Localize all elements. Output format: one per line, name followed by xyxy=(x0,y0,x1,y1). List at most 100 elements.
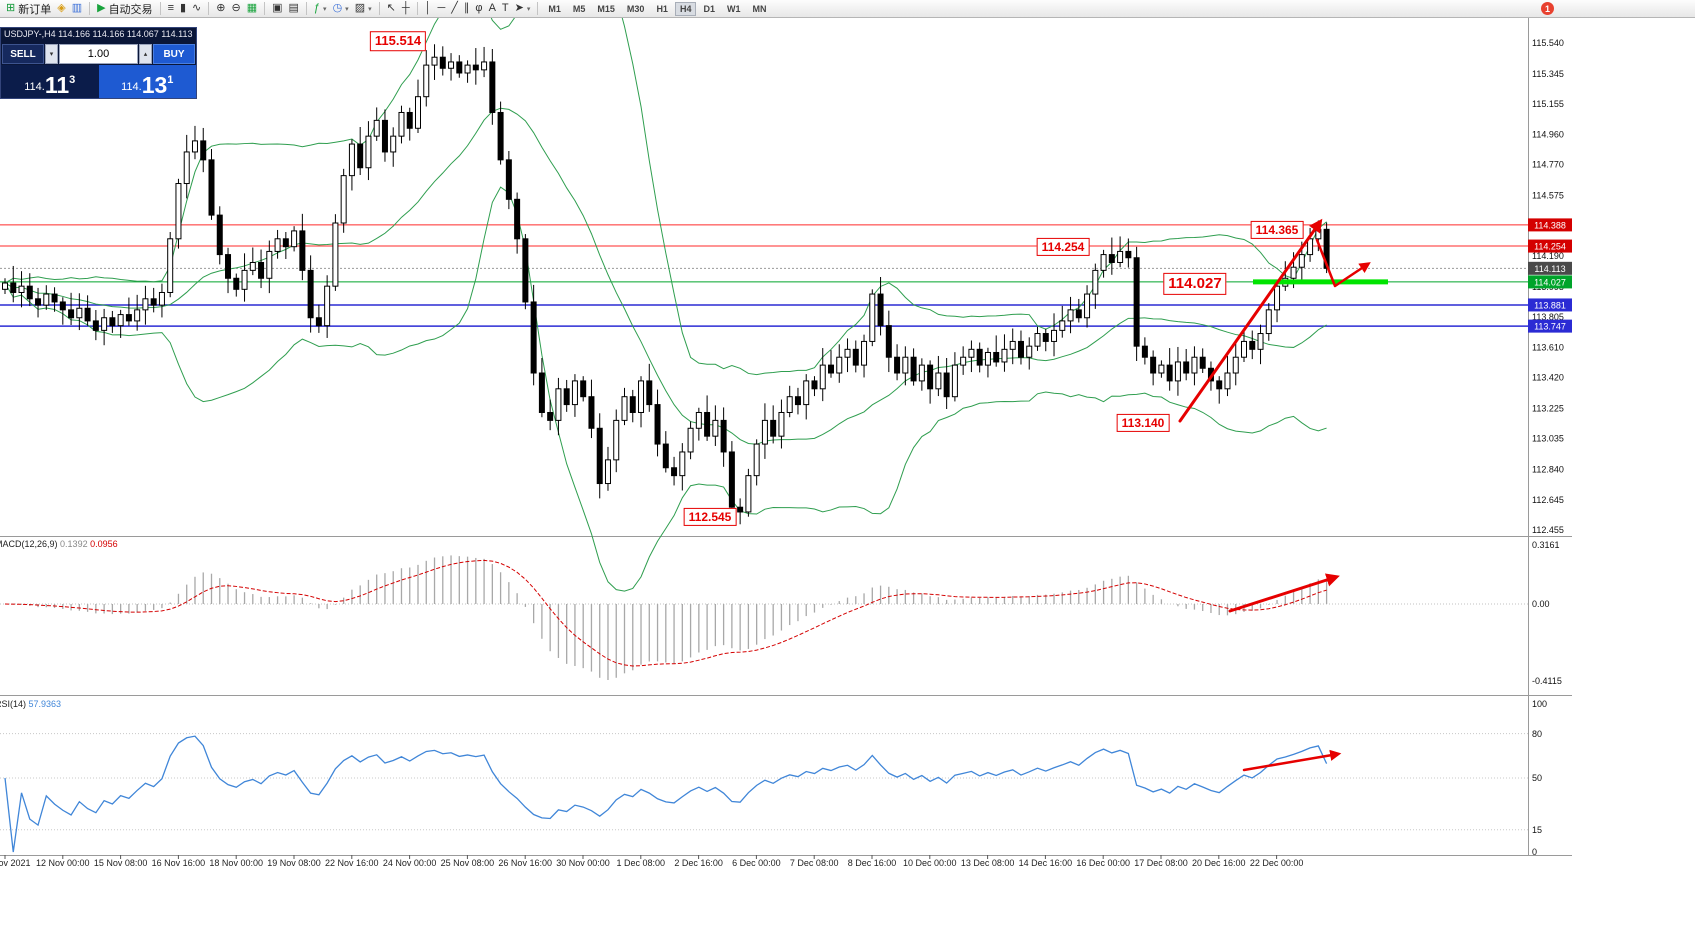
rsi-panel[interactable] xyxy=(0,696,1528,855)
text-icon: A xyxy=(488,2,496,14)
line-chart-icon: ∿ xyxy=(192,2,202,14)
vertical-line-button[interactable]: │ xyxy=(422,1,435,17)
autotrading-button[interactable]: ▶ 自动交易 xyxy=(94,1,155,17)
sell-price-sup: 3 xyxy=(69,74,76,86)
label-icon: T xyxy=(501,2,509,14)
zoom-in-button[interactable]: ⊕ xyxy=(213,1,228,17)
timeframe-m1-button[interactable]: M1 xyxy=(543,2,566,16)
channel-button[interactable]: ∥ xyxy=(461,1,473,17)
chevron-down-icon: ▾ xyxy=(49,51,54,58)
bars-chart-icon: ≡ xyxy=(167,2,174,14)
cursor-button[interactable]: ↖ xyxy=(384,1,399,17)
templates-icon: ▨ xyxy=(354,2,366,14)
one-click-trading-panel: USDJPY-,H4 114.166 114.166 114.067 114.1… xyxy=(0,27,197,99)
svg-text:115.155: 115.155 xyxy=(1532,99,1564,109)
svg-text:100: 100 xyxy=(1532,699,1547,709)
channel-icon: ∥ xyxy=(463,2,470,14)
svg-text:2 Dec 16:00: 2 Dec 16:00 xyxy=(674,858,723,868)
timeframe-mn-button[interactable]: MN xyxy=(747,2,771,16)
svg-text:115.540: 115.540 xyxy=(1532,38,1564,48)
svg-text:15: 15 xyxy=(1532,825,1542,835)
crosshair-button[interactable]: ┼ xyxy=(399,1,413,17)
main-chart-panel[interactable] xyxy=(0,18,1528,536)
new-order-label: 新订单 xyxy=(18,3,52,16)
timeframe-w1-button[interactable]: W1 xyxy=(722,2,746,16)
trendline-icon: ╱ xyxy=(451,2,458,14)
timeframe-d1-button[interactable]: D1 xyxy=(698,2,720,16)
new-order-button[interactable]: ⊞ 新订单 xyxy=(3,1,54,17)
svg-text:0.00: 0.00 xyxy=(1532,599,1550,609)
svg-text:16 Dec 00:00: 16 Dec 00:00 xyxy=(1076,858,1130,868)
svg-text:16 Nov 16:00: 16 Nov 16:00 xyxy=(152,858,206,868)
timeframe-h4-button[interactable]: H4 xyxy=(674,1,697,16)
cursor-icon: ↖ xyxy=(386,2,396,14)
volume-input[interactable] xyxy=(59,44,138,64)
sell-button[interactable]: SELL xyxy=(2,44,44,64)
periods-button[interactable]: ◷ ▾ xyxy=(330,1,352,17)
arrange-windows-icon: ▤ xyxy=(288,2,299,14)
templates-button[interactable]: ▨ ▾ xyxy=(352,1,375,17)
svg-text:-0.4115: -0.4115 xyxy=(1532,676,1562,686)
sell-price[interactable]: 114. 11 3 xyxy=(1,65,99,98)
volume-increase-button[interactable]: ▴ xyxy=(139,44,152,64)
svg-text:7 Dec 08:00: 7 Dec 08:00 xyxy=(790,858,839,868)
svg-text:113.881: 113.881 xyxy=(1534,300,1566,310)
svg-text:14 Dec 16:00: 14 Dec 16:00 xyxy=(1019,858,1073,868)
svg-text:22 Nov 16:00: 22 Nov 16:00 xyxy=(325,858,379,868)
macd-panel[interactable] xyxy=(0,536,1528,695)
svg-text:112.840: 112.840 xyxy=(1532,464,1564,474)
buy-button[interactable]: BUY xyxy=(153,44,195,64)
cascade-windows-button[interactable]: ▣ xyxy=(269,1,285,17)
marketwatch-button[interactable]: ◈ xyxy=(54,1,68,17)
rsi-indicator-header: RSI(14) 57.9363 xyxy=(0,699,61,709)
toolbar-separator xyxy=(89,2,91,15)
timeframe-m5-button[interactable]: M5 xyxy=(568,2,591,16)
svg-text:12 Nov 00:00: 12 Nov 00:00 xyxy=(36,858,90,868)
svg-text:0: 0 xyxy=(1532,847,1537,857)
svg-text:24 Nov 00:00: 24 Nov 00:00 xyxy=(383,858,437,868)
timeframe-m30-button[interactable]: M30 xyxy=(622,2,650,16)
fibonacci-button[interactable]: φ xyxy=(472,1,485,17)
trendline-button[interactable]: ╱ xyxy=(448,1,461,17)
timeframe-m15-button[interactable]: M15 xyxy=(592,2,620,16)
rsi-value: 57.9363 xyxy=(28,699,62,709)
buy-price[interactable]: 114. 13 1 xyxy=(98,65,196,98)
notification-badge[interactable]: 1 xyxy=(1541,2,1554,15)
indicators-icon: ƒ xyxy=(313,2,321,14)
svg-text:12 Nov 2021: 12 Nov 2021 xyxy=(0,858,31,868)
zoom-out-icon: ⊖ xyxy=(231,2,241,14)
bars-chart-button[interactable]: ≡ xyxy=(165,1,177,17)
label-button[interactable]: T xyxy=(499,1,512,17)
zoom-out-button[interactable]: ⊖ xyxy=(228,1,243,17)
new-order-icon: ⊞ xyxy=(6,2,16,14)
candlestick-chart-button[interactable]: ▮ xyxy=(177,1,189,17)
tile-windows-button[interactable]: ▦ xyxy=(244,1,260,17)
price-annotation: 115.514 xyxy=(369,31,427,51)
svg-text:113.225: 113.225 xyxy=(1532,404,1564,414)
svg-text:50: 50 xyxy=(1532,773,1542,783)
svg-text:8 Dec 16:00: 8 Dec 16:00 xyxy=(848,858,897,868)
text-button[interactable]: A xyxy=(486,1,499,17)
periods-icon: ◷ xyxy=(332,2,343,14)
volume-decrease-button[interactable]: ▾ xyxy=(45,44,58,64)
svg-text:114.960: 114.960 xyxy=(1532,130,1564,140)
toolbar-separator xyxy=(305,2,307,15)
horizontal-line-button[interactable]: ─ xyxy=(435,1,449,17)
arrange-windows-button[interactable]: ▤ xyxy=(286,1,302,17)
indicators-button[interactable]: ƒ ▾ xyxy=(311,1,330,17)
navigator-button[interactable]: ▥ xyxy=(69,1,85,17)
svg-text:114.388: 114.388 xyxy=(1534,220,1566,230)
svg-text:26 Nov 16:00: 26 Nov 16:00 xyxy=(498,858,552,868)
price-annotation: 114.027 xyxy=(1163,272,1227,296)
svg-text:0.3161: 0.3161 xyxy=(1532,540,1560,550)
sell-price-prefix: 114. xyxy=(24,81,45,93)
chevron-up-icon: ▴ xyxy=(143,51,148,58)
main-toolbar: ⊞ 新订单 ◈ ▥ ▶ 自动交易 ≡ ▮ ∿ ⊕ ⊖ ▦ ▣ ▤ ƒ ▾ ◷ ▾ ▨ ▾ ↖ ┼ │ ─ ╱ ∥ φ A T ➤ ▾ M1 M5… xyxy=(0,0,1695,18)
timeframe-h1-button[interactable]: H1 xyxy=(651,2,673,16)
line-chart-button[interactable]: ∿ xyxy=(189,1,204,17)
svg-text:19 Nov 08:00: 19 Nov 08:00 xyxy=(267,858,321,868)
arrows-button[interactable]: ➤ ▾ xyxy=(512,1,534,17)
svg-text:113.747: 113.747 xyxy=(1534,322,1566,332)
svg-text:114.113: 114.113 xyxy=(1534,264,1565,274)
svg-text:20 Dec 16:00: 20 Dec 16:00 xyxy=(1192,858,1246,868)
